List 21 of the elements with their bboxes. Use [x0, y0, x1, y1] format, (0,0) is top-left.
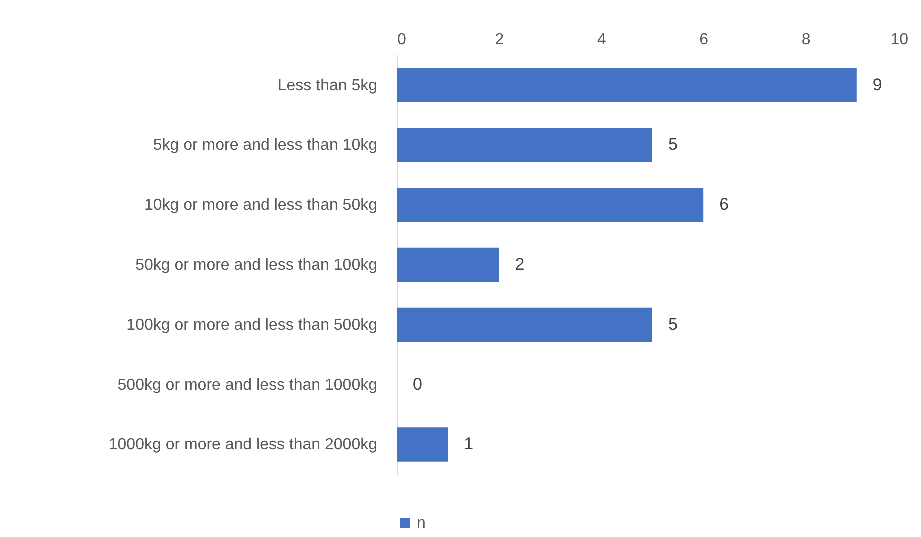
- x-tick-label: 0: [398, 32, 406, 48]
- data-label: 6: [720, 195, 730, 214]
- x-tick-label: 4: [597, 32, 606, 48]
- y-tick-label: Less than 5kg: [278, 77, 378, 94]
- y-tick-label: 10kg or more and less than 50kg: [144, 197, 378, 214]
- y-tick-label: 50kg or more and less than 100kg: [136, 257, 378, 274]
- y-tick-label: 100kg or more and less than 500kg: [126, 316, 378, 334]
- x-tick-label: 2: [495, 32, 504, 48]
- legend-label: n: [417, 515, 426, 532]
- x-tick-label: 8: [802, 32, 811, 48]
- data-label: 0: [413, 374, 422, 394]
- data-label: 9: [872, 75, 882, 94]
- data-label: 2: [515, 255, 525, 274]
- data-label: 5: [668, 135, 678, 154]
- y-tick-label: 500kg or more and less than 1000kg: [118, 376, 378, 394]
- y-tick-label: 1000kg or more and less than 2000kg: [108, 436, 378, 454]
- data-label: 5: [668, 314, 678, 334]
- x-tick-label: 10: [890, 32, 909, 48]
- x-tick-label: 6: [700, 32, 709, 48]
- data-label: 1: [464, 434, 474, 454]
- y-tick-label: 5kg or more and less than 10kg: [153, 137, 378, 154]
